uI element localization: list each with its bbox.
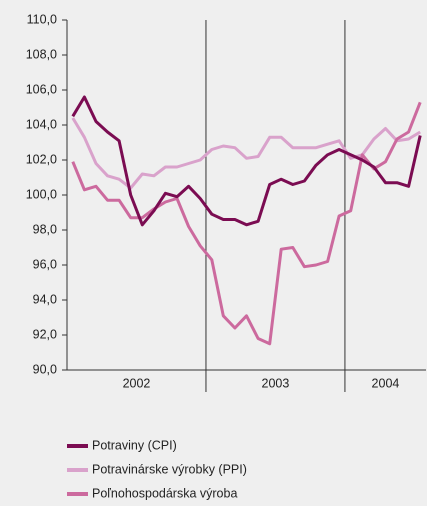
x-tick-label: 2003 <box>262 376 290 390</box>
x-tick-label: 2004 <box>372 376 400 390</box>
y-tick-label: 92,0 <box>33 327 57 341</box>
y-tick-label: 96,0 <box>33 257 57 271</box>
series-line <box>71 95 422 227</box>
legend-label: Potraviny (CPI) <box>92 438 177 452</box>
series-line <box>71 101 422 346</box>
y-tick-label: 104,0 <box>26 117 57 131</box>
y-tick-label: 90,0 <box>33 362 57 376</box>
x-tick-label: 2002 <box>123 376 151 390</box>
y-tick-label: 98,0 <box>33 222 57 236</box>
y-tick-label: 100,0 <box>26 187 57 201</box>
y-tick-label: 94,0 <box>33 292 57 306</box>
y-tick-label: 110,0 <box>27 12 57 26</box>
legend-label: Potravinárske výrobky (PPI) <box>92 462 247 476</box>
y-tick-label: 106,0 <box>26 82 57 96</box>
y-tick-label: 108,0 <box>26 47 57 61</box>
legend-label: Poľnohospodárska výroba <box>92 486 237 500</box>
y-tick-label: 102,0 <box>26 152 57 166</box>
series-line <box>71 117 421 190</box>
